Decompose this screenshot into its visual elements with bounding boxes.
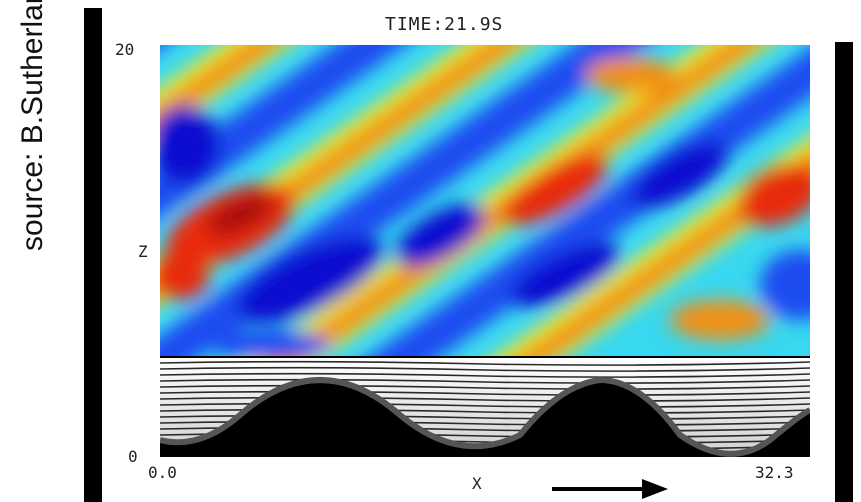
density-stripe xyxy=(160,390,810,396)
topography-panel xyxy=(160,357,810,457)
density-stripe xyxy=(160,360,810,366)
left-black-bar xyxy=(84,8,102,502)
density-stripe xyxy=(160,366,810,372)
density-stripe xyxy=(160,378,810,384)
right-black-bar xyxy=(835,42,853,502)
time-readout: TIME:21.9S xyxy=(385,14,504,35)
hills xyxy=(160,380,810,457)
wave-field-plot xyxy=(160,45,810,457)
z-axis-label: Z xyxy=(138,242,148,261)
density-stripe xyxy=(160,384,810,390)
color-field xyxy=(160,45,810,357)
x-left-tick: 0.0 xyxy=(148,463,177,482)
right-arrow-icon xyxy=(552,479,668,499)
z-top-tick: 20 xyxy=(115,40,135,59)
z-bottom-tick: 0 xyxy=(128,447,138,466)
x-right-tick: 32.3 xyxy=(755,463,794,482)
source-credit: source: B.Sutherland xyxy=(16,0,49,251)
density-stripe xyxy=(160,372,810,378)
x-axis-label: X xyxy=(472,474,482,493)
